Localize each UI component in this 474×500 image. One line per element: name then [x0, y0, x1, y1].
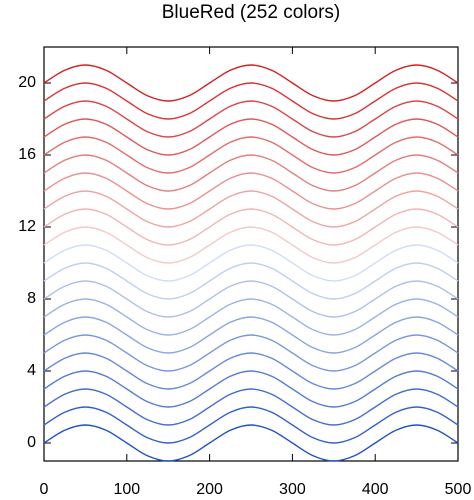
line	[43, 64, 459, 102]
line	[43, 118, 459, 156]
y-tick-label: 12	[18, 218, 36, 235]
line	[43, 424, 459, 462]
plot-frame	[43, 46, 459, 462]
line	[43, 172, 459, 210]
chart-title: BlueRed (252 colors)	[162, 2, 340, 23]
line	[43, 244, 459, 282]
x-tick-label: 100	[113, 481, 140, 498]
line	[43, 226, 459, 264]
line	[43, 388, 459, 426]
line	[43, 136, 459, 174]
line	[43, 298, 459, 336]
line	[43, 406, 459, 444]
line	[43, 154, 459, 192]
x-tick-label: 0	[40, 481, 49, 498]
y-tick-label: 16	[18, 146, 36, 163]
line	[43, 370, 459, 408]
line	[43, 208, 459, 246]
x-tick-label: 400	[362, 481, 389, 498]
line	[43, 334, 459, 372]
line	[43, 100, 459, 138]
x-tick-label: 200	[196, 481, 223, 498]
line	[43, 262, 459, 300]
line	[43, 316, 459, 354]
y-tick-label: 20	[18, 74, 36, 91]
line	[43, 352, 459, 390]
line	[43, 280, 459, 318]
line	[43, 190, 459, 228]
y-tick-label: 8	[27, 290, 36, 307]
x-tick-label: 500	[445, 481, 472, 498]
line	[43, 82, 459, 120]
x-tick-label: 300	[279, 481, 306, 498]
y-tick-label: 0	[27, 434, 36, 451]
y-tick-label: 4	[27, 362, 36, 379]
